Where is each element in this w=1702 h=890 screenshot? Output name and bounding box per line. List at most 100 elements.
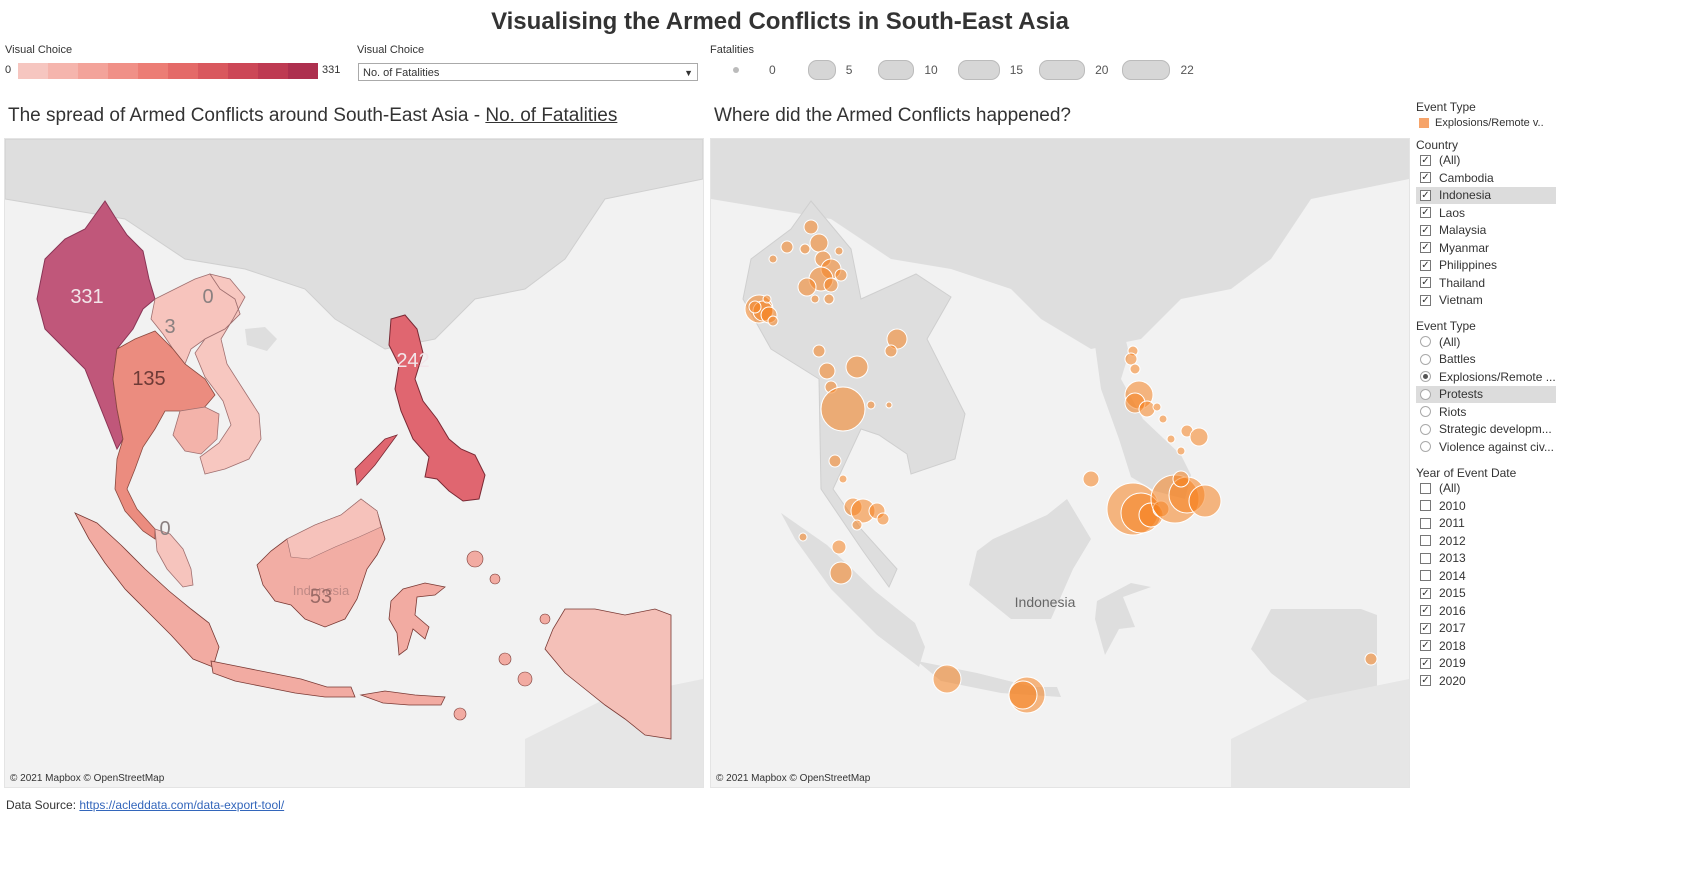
country-option[interactable]: ✓ Philippines — [1416, 257, 1556, 275]
event-bubble[interactable] — [768, 254, 778, 264]
country-option[interactable]: ✓ Malaysia — [1416, 222, 1556, 240]
event-type-option[interactable]: Explosions/Remote ... — [1416, 368, 1556, 386]
checkbox-icon[interactable]: ✓ — [1420, 242, 1431, 254]
checkbox-icon[interactable]: ✓ — [1420, 172, 1431, 184]
country-option[interactable]: ✓ (All) — [1416, 152, 1556, 170]
country-option[interactable]: ✓ Vietnam — [1416, 292, 1556, 310]
radio-icon[interactable] — [1420, 406, 1431, 418]
checkbox-icon[interactable]: ✓ — [1420, 277, 1431, 289]
event-type-option[interactable]: (All) — [1416, 333, 1556, 351]
event-bubble[interactable] — [1158, 414, 1168, 424]
year-option[interactable]: 2010 — [1416, 497, 1556, 515]
country-option[interactable]: ✓ Laos — [1416, 204, 1556, 222]
radio-icon[interactable] — [1420, 353, 1431, 365]
checkbox-icon[interactable]: ✓ — [1420, 675, 1431, 687]
checkbox-icon[interactable] — [1420, 535, 1431, 547]
event-bubble[interactable] — [1138, 400, 1156, 418]
country-option[interactable]: ✓ Indonesia — [1416, 186, 1556, 204]
country-option[interactable]: ✓ Thailand — [1416, 274, 1556, 292]
event-bubble[interactable] — [866, 400, 876, 410]
event-bubble[interactable] — [780, 240, 794, 254]
event-type-option[interactable]: Violence against civ... — [1416, 438, 1556, 456]
region-sumatra[interactable] — [74, 512, 220, 668]
checkbox-icon[interactable] — [1420, 517, 1431, 529]
event-bubble[interactable] — [818, 362, 836, 380]
event-type-option[interactable]: Protests — [1416, 385, 1556, 403]
region-papua[interactable] — [544, 608, 672, 740]
event-bubble[interactable] — [1188, 484, 1222, 518]
region-cambodia[interactable] — [172, 406, 220, 455]
event-bubble[interactable] — [1189, 427, 1209, 447]
event-bubble[interactable] — [1008, 680, 1038, 710]
left-sheet-title-link[interactable]: No. of Fatalities — [485, 105, 618, 126]
event-bubble[interactable] — [884, 344, 898, 358]
region-thailand[interactable] — [112, 330, 216, 540]
year-option[interactable]: 2013 — [1416, 550, 1556, 568]
radio-icon[interactable] — [1420, 441, 1431, 453]
event-bubble[interactable] — [1082, 470, 1100, 488]
event-type-legend-item[interactable]: Explosions/Remote v.. — [1416, 114, 1556, 132]
event-bubble[interactable] — [834, 246, 844, 256]
event-bubble[interactable] — [748, 300, 762, 314]
checkbox-icon[interactable]: ✓ — [1420, 259, 1431, 271]
checkbox-icon[interactable] — [1420, 500, 1431, 512]
checkbox-icon[interactable] — [1420, 482, 1431, 494]
event-bubble[interactable] — [812, 344, 826, 358]
year-option[interactable]: ✓ 2020 — [1416, 672, 1556, 690]
event-bubble[interactable] — [1124, 352, 1138, 366]
checkbox-icon[interactable] — [1420, 552, 1431, 564]
event-bubble[interactable] — [1152, 402, 1162, 412]
event-bubble[interactable] — [876, 512, 890, 526]
symbol-map[interactable]: Indonesia © 2021 Mapbox © OpenStreetMap — [710, 138, 1410, 788]
checkbox-icon[interactable]: ✓ — [1420, 640, 1431, 652]
radio-icon[interactable] — [1420, 371, 1431, 383]
checkbox-icon[interactable]: ✓ — [1420, 622, 1431, 634]
checkbox-icon[interactable]: ✓ — [1420, 154, 1431, 166]
event-type-option[interactable]: Riots — [1416, 403, 1556, 421]
event-bubble[interactable] — [1129, 363, 1141, 375]
event-bubble[interactable] — [767, 315, 779, 327]
year-option[interactable]: ✓ 2016 — [1416, 602, 1556, 620]
region-vietnam[interactable] — [194, 273, 262, 475]
year-option[interactable]: (All) — [1416, 480, 1556, 498]
event-bubble[interactable] — [1176, 446, 1186, 456]
region-java[interactable] — [210, 660, 356, 698]
year-option[interactable]: ✓ 2015 — [1416, 585, 1556, 603]
event-bubble[interactable] — [851, 519, 863, 531]
measure-select[interactable]: No. of Fatalities ▼ — [358, 63, 698, 81]
checkbox-icon[interactable]: ✓ — [1420, 224, 1431, 236]
year-option[interactable]: 2011 — [1416, 515, 1556, 533]
event-bubble[interactable] — [762, 294, 772, 304]
event-bubble[interactable] — [810, 294, 820, 304]
radio-icon[interactable] — [1420, 336, 1431, 348]
event-bubble[interactable] — [823, 277, 839, 293]
checkbox-icon[interactable] — [1420, 570, 1431, 582]
event-bubble[interactable] — [831, 539, 847, 555]
data-source-link[interactable]: https://acleddata.com/data-export-tool/ — [79, 798, 285, 812]
event-bubble[interactable] — [834, 268, 848, 282]
event-bubble[interactable] — [798, 532, 808, 542]
checkbox-icon[interactable]: ✓ — [1420, 605, 1431, 617]
event-bubble[interactable] — [823, 293, 835, 305]
choropleth-map[interactable]: 331 135 3 0 0 242 Indonesia 53 © 2021 Ma… — [4, 138, 704, 788]
event-bubble[interactable] — [1172, 470, 1190, 488]
year-option[interactable]: 2014 — [1416, 567, 1556, 585]
event-bubble[interactable] — [820, 386, 866, 432]
event-bubble[interactable] — [829, 561, 853, 585]
event-bubble[interactable] — [932, 664, 962, 694]
country-option[interactable]: ✓ Cambodia — [1416, 169, 1556, 187]
year-option[interactable]: ✓ 2019 — [1416, 655, 1556, 673]
event-bubble[interactable] — [828, 454, 842, 468]
checkbox-icon[interactable]: ✓ — [1420, 657, 1431, 669]
checkbox-icon[interactable]: ✓ — [1420, 294, 1431, 306]
event-bubble[interactable] — [845, 355, 869, 379]
country-option[interactable]: ✓ Myanmar — [1416, 239, 1556, 257]
event-bubble[interactable] — [809, 233, 829, 253]
event-type-option[interactable]: Battles — [1416, 351, 1556, 369]
event-bubble[interactable] — [799, 243, 811, 255]
year-option[interactable]: 2012 — [1416, 532, 1556, 550]
radio-icon[interactable] — [1420, 388, 1431, 400]
year-option[interactable]: ✓ 2017 — [1416, 620, 1556, 638]
event-bubble[interactable] — [1364, 652, 1378, 666]
year-option[interactable]: ✓ 2018 — [1416, 637, 1556, 655]
